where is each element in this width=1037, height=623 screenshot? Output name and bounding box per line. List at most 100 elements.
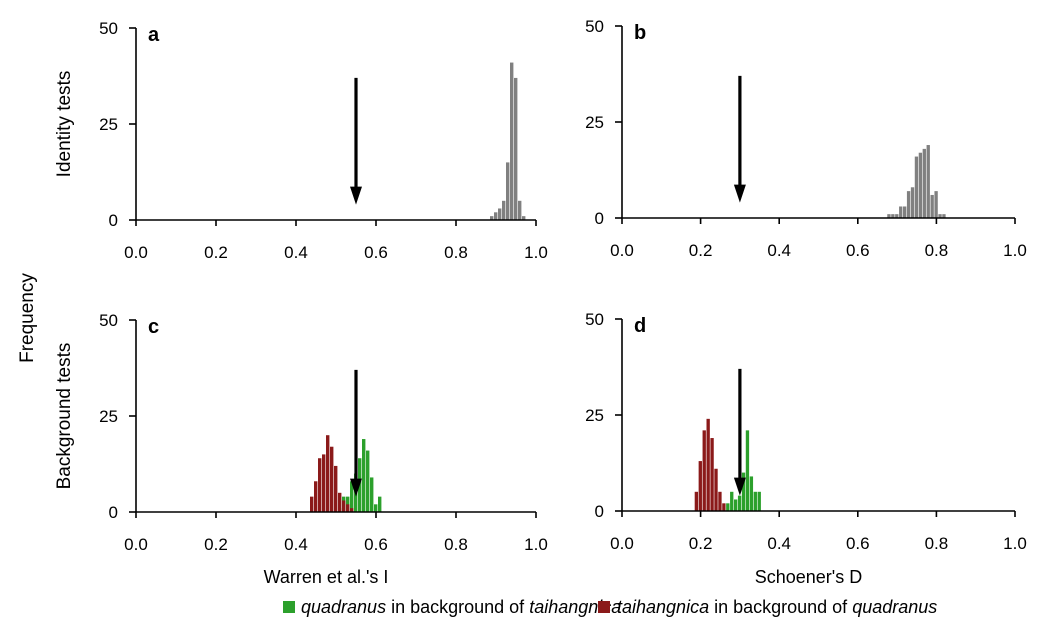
bar-d-s0-6 [749,476,754,511]
y-tick-label-c-1: 25 [99,407,118,426]
x-tick-label-a-3: 0.6 [364,243,388,262]
legend-entry-green: quadranus in background of taihangnica [301,597,621,617]
bar-a-s0-8 [522,216,526,220]
panel-c: 0.0 0.2 0.4 0.6 0.8 1.0 0 25 50 c Background tests… [54,311,548,587]
y-tick-label-d-2: 50 [585,310,604,329]
x-tick-label-c-3: 0.6 [364,535,388,554]
x-tick-label-b-1: 0.2 [689,241,713,260]
bar-d-s1-4 [710,438,714,511]
bar-d-s0-1 [730,491,734,511]
arrow-head-d [733,477,746,496]
x-tick-label-b-4: 0.8 [925,241,949,260]
bar-c-s0-9 [374,504,378,512]
x-tick-label-c-4: 0.8 [444,535,468,554]
panel-b: 0.0 0.2 0.4 0.6 0.8 1.0 0 25 50 b [585,17,1027,260]
x-tick-label-d-2: 0.4 [767,534,791,553]
x-tick-label-a-5: 1.0 [524,243,548,262]
bar-b-s0-5 [906,191,911,218]
bar-b-s0-7 [914,156,919,218]
bar-b-s0-11 [930,194,934,218]
bar-a-s0-0 [490,216,494,220]
x-tick-label-d-0: 0.0 [610,534,634,553]
bar-c-s0-10 [378,496,382,512]
bar-c-s1-10 [350,508,354,512]
bar-d-s1-3 [706,418,710,511]
x-tick-label-a-2: 0.4 [284,243,308,262]
bar-c-s1-8 [342,500,346,512]
y-tick-label-c-2: 50 [99,311,118,330]
frequency-label: Frequency [17,273,38,363]
x-tick-label-d-1: 0.2 [689,534,713,553]
x-axis-title-d: Schoener's D [755,567,863,587]
x-tick-label-d-5: 1.0 [1003,534,1027,553]
bar-d-s1-5 [714,468,718,511]
bar-a-s0-2 [498,208,502,220]
bar-b-s0-6 [910,187,915,218]
bar-b-s0-2 [895,214,899,218]
bar-c-s0-3 [350,481,354,512]
x-tick-label-a-4: 0.8 [444,243,468,262]
bar-d-s0-8 [757,491,761,511]
x-tick-label-b-0: 0.0 [610,241,634,260]
legend-entry-red: taihangnica in background of quadranus [617,597,937,617]
bar-d-s1-2 [702,430,706,511]
bar-d-s1-0 [694,491,699,511]
y-tick-label-a-1: 25 [99,115,118,134]
y-tick-label-d-1: 25 [585,406,604,425]
bar-d-s0-0 [726,503,730,511]
bar-b-s0-13 [938,214,942,218]
bar-b-s0-8 [918,152,923,218]
bar-c-s1-4 [326,435,330,512]
bar-b-s0-14 [942,214,946,218]
x-tick-label-c-1: 0.2 [204,535,228,554]
bar-c-s1-2 [318,458,322,512]
bar-b-s0-1 [891,214,895,218]
y-tick-label-a-2: 50 [99,19,118,38]
y-tick-label-d-0: 0 [595,502,604,521]
bar-d-s0-4 [741,472,746,511]
bar-a-s0-5 [510,62,514,221]
x-tick-label-d-4: 0.8 [925,534,949,553]
x-tick-label-b-5: 1.0 [1003,241,1027,260]
legend-swatch-green [283,601,295,613]
bar-d-s0-3 [737,495,742,511]
x-tick-label-b-3: 0.6 [846,241,870,260]
x-tick-label-a-1: 0.2 [204,243,228,262]
panel-label-a: a [148,24,160,46]
x-tick-label-d-3: 0.6 [846,534,870,553]
bar-a-s0-4 [506,162,510,220]
y-tick-label-b-1: 25 [585,113,604,132]
arrow-head-a [350,186,362,205]
legend: quadranus in background of taihangnica t… [283,597,937,617]
bar-c-s1-6 [334,465,338,512]
panel-a: 0.0 0.2 0.4 0.6 0.8 1.0 0 25 50 a Identity tests [54,19,548,262]
bar-a-s0-7 [518,200,522,220]
bar-b-s0-0 [887,214,891,218]
x-axis-title-c: Warren et al.'s I [264,567,389,587]
bar-c-s0-6 [362,439,366,512]
bar-a-s0-1 [494,212,498,220]
panel-label-b: b [634,22,646,44]
panel-label-c: c [148,316,159,338]
bar-c-s1-1 [314,481,318,512]
y-tick-label-c-0: 0 [109,503,118,522]
x-tick-label-b-2: 0.4 [767,241,791,260]
x-tick-label-c-5: 1.0 [524,535,548,554]
panel-label-d: d [634,315,646,337]
bar-a-s0-6 [514,77,518,220]
x-tick-label-a-0: 0.0 [124,243,148,262]
bar-c-s1-0 [310,496,314,512]
bar-b-s0-12 [934,191,938,218]
bar-a-s0-3 [502,200,506,220]
bar-b-s0-10 [926,145,930,218]
panel-d: 0.0 0.2 0.4 0.6 0.8 1.0 0 25 50 d Schoener's D [585,310,1027,587]
y-tick-label-b-2: 50 [585,17,604,36]
bar-b-s0-9 [922,148,926,218]
bar-c-s0-7 [366,450,370,512]
bar-b-s0-3 [899,206,903,218]
legend-swatch-red [598,601,610,613]
row-label-c: Background tests [54,343,75,490]
y-tick-label-a-0: 0 [109,211,118,230]
bar-b-s0-4 [903,206,907,218]
